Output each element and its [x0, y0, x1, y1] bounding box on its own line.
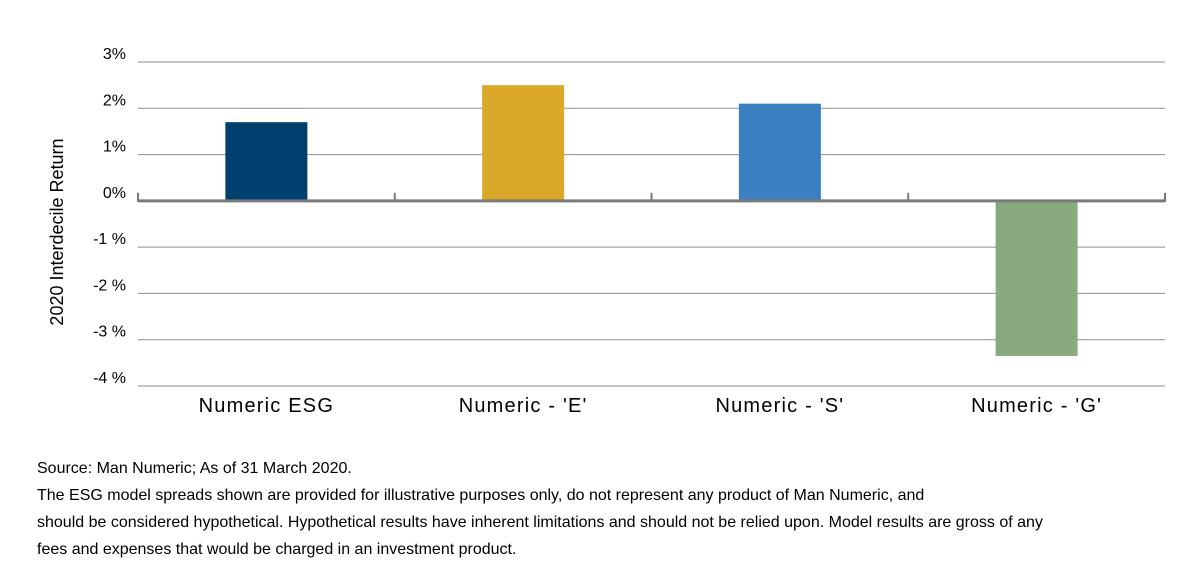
disclaimer-line-1: The ESG model spreads shown are provided…: [37, 487, 925, 504]
x-tick-label: Numeric - 'S': [715, 395, 844, 417]
bars: [225, 85, 1078, 356]
source-note: Source: Man Numeric; As of 31 March 2020…: [37, 460, 352, 477]
y-tick-label: -4 %: [93, 370, 126, 387]
bar: [482, 85, 565, 201]
y-tick-label: 1%: [103, 139, 126, 156]
y-axis-tick-labels: 3% 2% 1% 0% -1 % -2 % -3 % -4 %: [93, 46, 126, 387]
y-tick-label: -2 %: [93, 277, 126, 294]
x-tick-label: Numeric - 'E': [459, 395, 588, 417]
x-axis: [137, 192, 1166, 203]
bar-chart: 3%2%1%0%-1 %-2 %-3 %-4 % Numeric ESG Nume…: [47, 46, 1166, 417]
y-axis-label: 2020 Interdecile Return: [47, 138, 67, 325]
y-tick-label: -1 %: [93, 231, 126, 248]
footnote: Source: Man Numeric; As of 31 March 2020…: [37, 455, 1187, 563]
y-tick-label: -3 %: [93, 324, 126, 341]
y-tick-label: 0%: [103, 185, 126, 202]
bar: [995, 200, 1078, 356]
x-tick-label: Numeric ESG: [199, 395, 334, 417]
x-tick-label: Numeric - 'G': [971, 395, 1102, 417]
bar: [738, 103, 821, 201]
y-tick-label: 3%: [103, 46, 126, 63]
bar: [225, 122, 308, 201]
gridlines: [138, 61, 1165, 387]
disclaimer-line-3: fees and expenses that would be charged …: [37, 541, 517, 558]
y-tick-label: 2%: [103, 92, 126, 109]
x-axis-tick-labels: Numeric ESG Numeric - 'E' Numeric - 'S' Num…: [199, 395, 1102, 417]
disclaimer-line-2: should be considered hypothetical. Hypot…: [37, 514, 1043, 531]
